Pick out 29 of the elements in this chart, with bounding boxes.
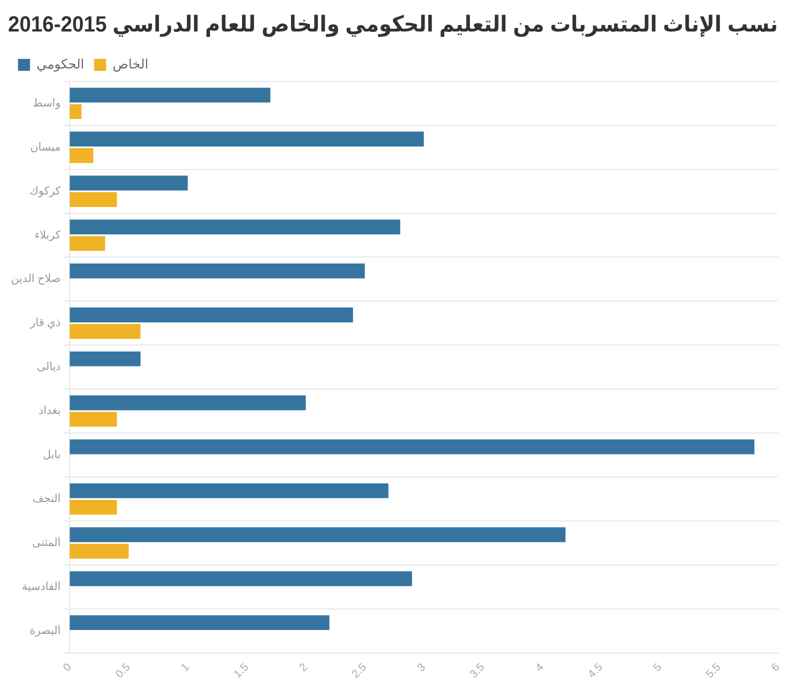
- x-tick-label: 2: [297, 661, 310, 674]
- y-tick-label: صلاح الدين: [10, 273, 61, 286]
- x-tick-label: 0: [61, 661, 74, 674]
- legend-label: الحكومي: [36, 56, 84, 72]
- x-tick-label: 0.5: [114, 661, 133, 681]
- chart-title: نسب الإناث المتسربات من التعليم الحكومي والخاص للعام الدراسي 2015-2016: [8, 12, 778, 38]
- x-tick-label: 4.5: [586, 661, 606, 681]
- y-tick-label: ذي قار: [29, 317, 61, 330]
- y-tick-label: كربلاء: [34, 229, 62, 242]
- x-tick-label: 6: [769, 661, 782, 674]
- legend-label: الخاص: [112, 56, 148, 72]
- y-tick-label: بغداد: [38, 405, 61, 418]
- y-tick-label: النجف: [32, 493, 61, 506]
- y-tick-label: واسط: [32, 97, 61, 110]
- x-tick-label: 3.5: [468, 661, 488, 681]
- x-tick-label: 1.5: [232, 661, 252, 681]
- y-tick-label: المثنى: [32, 536, 61, 549]
- y-tick-label: كركوك: [29, 185, 62, 198]
- x-tick-label: 3: [415, 661, 428, 674]
- y-tick-label: ديالى: [36, 361, 61, 374]
- y-tick-label: ميسان: [30, 141, 61, 154]
- x-tick-label: 5: [651, 661, 664, 674]
- x-tick-label: 1: [179, 661, 192, 674]
- x-tick-label: 4: [533, 661, 546, 674]
- y-tick-label: البصرة: [30, 624, 61, 637]
- y-tick-label: القادسية: [22, 580, 61, 593]
- x-tick-label: 2.5: [350, 661, 370, 681]
- x-tick-label: 5.5: [704, 661, 724, 681]
- y-tick-label: بابل: [42, 449, 61, 462]
